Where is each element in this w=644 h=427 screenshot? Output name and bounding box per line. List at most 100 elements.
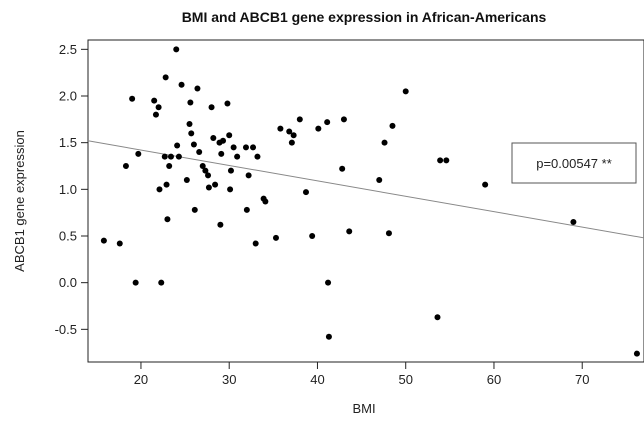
data-point xyxy=(210,135,217,141)
plot-frame xyxy=(87,39,644,363)
data-point xyxy=(227,186,234,193)
data-point xyxy=(212,181,219,188)
y-tick-label: 1.0 xyxy=(59,182,77,197)
x-axis-label: BMI xyxy=(352,401,375,416)
data-point xyxy=(315,125,322,132)
data-point xyxy=(129,95,136,102)
data-point xyxy=(250,144,257,151)
y-axis-label: ABCB1 gene expression xyxy=(12,130,27,272)
data-point xyxy=(220,137,227,144)
data-point xyxy=(173,46,180,53)
data-point xyxy=(205,172,212,179)
data-point xyxy=(254,153,261,160)
y-tick-label: 0.0 xyxy=(59,275,77,290)
y-tick-label: 0.5 xyxy=(59,229,77,244)
data-point xyxy=(434,314,441,321)
data-point xyxy=(302,189,309,196)
x-tick-label: 20 xyxy=(134,372,148,387)
data-points xyxy=(100,46,640,357)
data-point xyxy=(175,153,182,160)
data-point xyxy=(174,142,181,149)
data-point xyxy=(161,153,168,160)
data-point xyxy=(245,172,252,179)
data-point xyxy=(135,150,142,157)
data-point xyxy=(151,97,158,104)
data-point xyxy=(290,132,297,139)
p-value-annotation: p=0.00547 ** xyxy=(536,156,612,171)
data-point xyxy=(272,234,279,241)
data-point xyxy=(324,119,331,126)
y-axis: -0.5 0.0 0.5 1.0 1.5 2.0 2.5 xyxy=(55,42,88,337)
data-point xyxy=(633,350,640,357)
data-point xyxy=(183,177,190,183)
x-tick-label: 70 xyxy=(575,372,589,387)
y-tick-label: 2.5 xyxy=(59,42,77,57)
data-point xyxy=(277,125,284,132)
data-point xyxy=(309,233,316,239)
data-point xyxy=(187,99,194,106)
x-tick-label: 50 xyxy=(398,372,412,387)
data-point xyxy=(243,206,250,213)
data-point xyxy=(252,240,259,247)
x-tick-label: 30 xyxy=(222,372,236,387)
data-point xyxy=(482,181,489,188)
data-point xyxy=(152,111,159,118)
data-point xyxy=(190,141,197,148)
data-point xyxy=(288,139,295,146)
data-point xyxy=(325,333,332,340)
data-point xyxy=(205,184,212,191)
data-point xyxy=(325,279,332,286)
data-point xyxy=(262,198,269,205)
data-point xyxy=(208,104,215,111)
data-point xyxy=(164,216,171,223)
data-point xyxy=(163,181,170,188)
data-point xyxy=(116,240,123,247)
x-tick-label: 40 xyxy=(310,372,324,387)
data-point xyxy=(132,279,139,286)
data-point xyxy=(191,206,198,213)
data-point xyxy=(443,157,450,164)
data-point xyxy=(100,237,107,244)
data-point xyxy=(242,144,249,151)
y-tick-label: 2.0 xyxy=(59,89,77,104)
data-point xyxy=(340,116,347,123)
data-point xyxy=(186,121,193,127)
data-point xyxy=(188,130,195,137)
data-point xyxy=(158,279,165,286)
data-point xyxy=(226,132,233,139)
data-point xyxy=(122,163,129,169)
data-point xyxy=(224,100,231,107)
chart-title: BMI and ABCB1 gene expression in African… xyxy=(182,9,547,25)
data-point xyxy=(570,219,577,225)
data-point xyxy=(196,149,203,155)
data-point xyxy=(218,150,225,157)
data-point xyxy=(346,228,353,235)
data-point xyxy=(155,104,162,111)
data-point xyxy=(437,157,444,164)
data-point xyxy=(156,186,163,193)
data-point xyxy=(389,122,396,129)
x-axis: 20 30 40 50 60 70 xyxy=(134,362,589,387)
data-point xyxy=(339,165,346,172)
x-tick-label: 60 xyxy=(487,372,501,387)
y-tick-label: -0.5 xyxy=(55,322,77,337)
data-point xyxy=(296,116,303,123)
data-point xyxy=(234,153,241,160)
data-point xyxy=(167,153,174,160)
data-point xyxy=(381,139,388,146)
p-value-box xyxy=(511,142,637,184)
data-point xyxy=(217,221,224,228)
data-point xyxy=(227,167,234,174)
data-point xyxy=(385,230,392,237)
data-point xyxy=(202,167,209,174)
data-point xyxy=(402,88,409,95)
data-point xyxy=(199,163,206,169)
data-point xyxy=(286,128,293,135)
y-tick-label: 1.5 xyxy=(59,135,77,150)
data-point xyxy=(230,144,237,151)
data-point xyxy=(166,163,173,169)
data-point xyxy=(376,177,383,183)
data-point xyxy=(178,81,185,88)
p-value-legend: p=0.00547 ** xyxy=(511,142,637,184)
